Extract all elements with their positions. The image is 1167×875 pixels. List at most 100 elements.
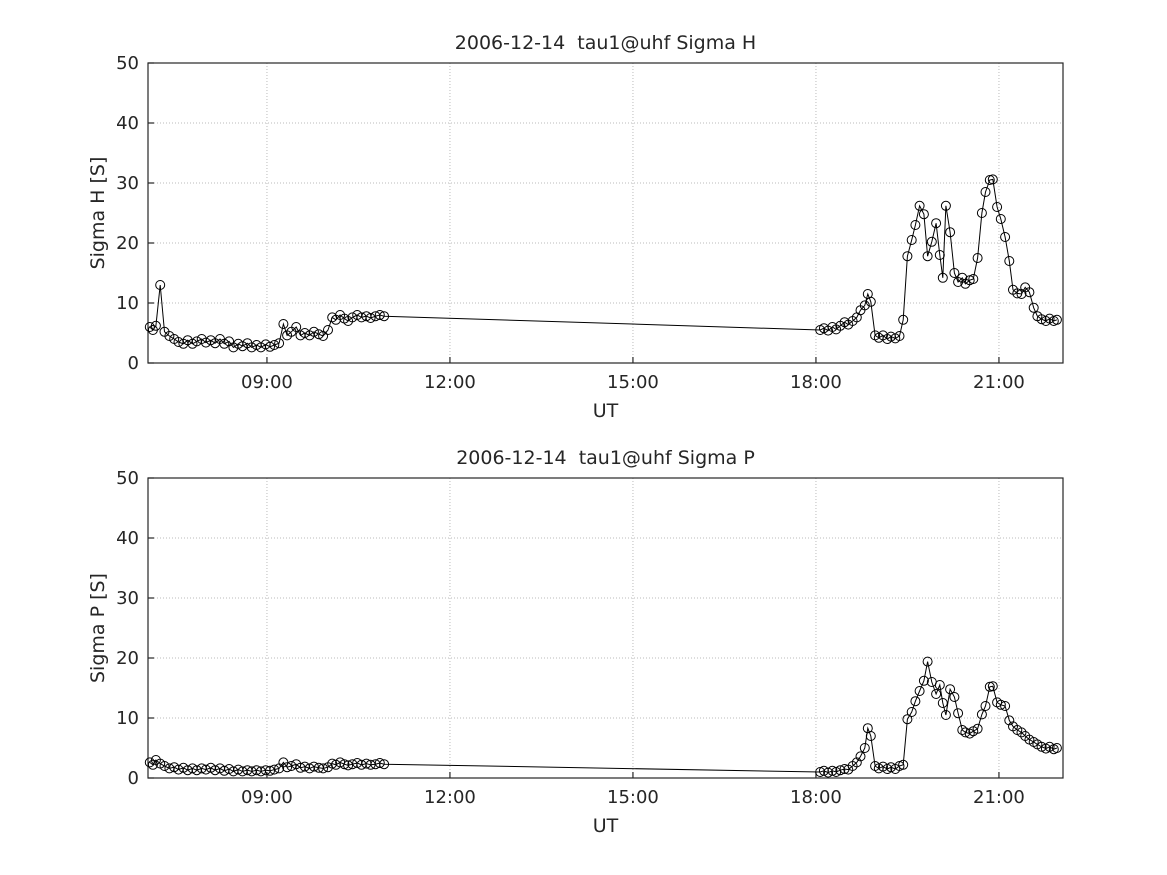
data-point-marker (274, 338, 285, 349)
data-point-marker (931, 218, 942, 229)
data-point-marker (894, 331, 905, 341)
y-axis-label: Sigma P [S] (87, 573, 109, 683)
x-tick-label: 15:00 (607, 372, 659, 393)
data-point-marker (1051, 743, 1062, 753)
data-point-marker (379, 759, 390, 770)
data-point-marker (1000, 701, 1011, 711)
data-point-marker (906, 235, 917, 245)
data-point-marker (918, 209, 929, 220)
data-point-marker (308, 761, 319, 772)
x-axis-label: UT (593, 400, 619, 422)
data-point-marker (282, 762, 293, 773)
data-point-marker (851, 757, 862, 768)
data-point-marker (914, 686, 925, 696)
data-point-marker (937, 698, 948, 708)
x-tick-label: 21:00 (973, 372, 1025, 393)
y-tick-label: 30 (116, 173, 139, 194)
data-point-marker (934, 680, 945, 690)
data-point-marker (968, 274, 979, 284)
data-point-marker (365, 759, 376, 770)
x-tick-label: 18:00 (790, 787, 842, 808)
data-point-marker (365, 313, 376, 323)
axes-box (147, 477, 1064, 779)
y-tick-label: 10 (116, 708, 139, 729)
data-point-marker (972, 253, 983, 263)
y-tick-label: 10 (116, 293, 139, 314)
data-point-marker (1028, 302, 1039, 313)
data-point-marker (374, 310, 385, 320)
data-point-marker (323, 325, 333, 335)
x-tick-label: 09:00 (241, 787, 293, 808)
data-point-marker (926, 236, 937, 247)
data-point-marker (379, 311, 390, 322)
axes-box (147, 62, 1064, 364)
data-point-marker (313, 329, 324, 340)
data-point-marker (995, 214, 1006, 224)
data-point-marker (144, 757, 155, 768)
data-point-marker (1024, 287, 1035, 298)
data-point-marker (902, 251, 913, 262)
data-point-marker (159, 761, 170, 771)
data-point-marker (269, 764, 280, 775)
y-tick-label: 30 (116, 588, 139, 609)
data-point-marker (910, 220, 921, 230)
data-point-marker (931, 689, 942, 699)
x-tick-label: 12:00 (424, 787, 476, 808)
data-point-marker (865, 731, 876, 741)
data-point-marker (1004, 256, 1015, 266)
data-point-marker (945, 684, 956, 695)
data-point-marker (374, 758, 385, 768)
data-point-marker (823, 767, 834, 778)
data-point-marker (976, 208, 987, 218)
y-tick-label: 50 (116, 53, 139, 74)
data-point-marker (308, 326, 319, 337)
data-point-marker (914, 200, 925, 211)
y-tick-label: 0 (128, 768, 139, 789)
data-point-marker (291, 322, 302, 332)
data-point-marker (855, 751, 866, 762)
y-tick-label: 20 (116, 648, 139, 669)
chart-title: 2006-12-14 tau1@uhf Sigma H (455, 32, 756, 54)
data-point-marker (910, 696, 921, 707)
data-point-marker (147, 759, 158, 770)
data-point-marker (164, 331, 175, 341)
data-point-marker (980, 701, 991, 711)
y-tick-label: 20 (116, 233, 139, 254)
series-line (149, 661, 1058, 774)
data-point-marker (992, 202, 1003, 212)
data-point-marker (949, 692, 960, 702)
y-tick-label: 50 (116, 468, 139, 489)
data-point-marker (987, 174, 998, 185)
data-point-marker (906, 707, 917, 717)
data-point-marker (150, 320, 161, 331)
y-tick-label: 0 (128, 353, 139, 374)
data-point-marker (934, 250, 945, 260)
x-tick-label: 15:00 (607, 787, 659, 808)
data-point-marker (902, 714, 913, 725)
data-point-marker (1016, 727, 1027, 738)
x-axis-label: UT (593, 815, 619, 837)
data-point-marker (945, 227, 956, 238)
data-point-marker (318, 763, 329, 774)
data-point-marker (265, 341, 275, 352)
series-line (149, 178, 1058, 349)
x-tick-label: 09:00 (241, 372, 293, 393)
x-tick-label: 21:00 (973, 787, 1025, 808)
y-axis-label: Sigma H [S] (87, 157, 109, 270)
data-point-marker (922, 656, 933, 667)
data-point-marker (940, 200, 951, 211)
data-point-marker (972, 723, 983, 734)
data-point-marker (1036, 741, 1047, 752)
x-tick-label: 18:00 (790, 372, 842, 393)
data-point-marker (173, 337, 184, 347)
data-point-marker (1012, 288, 1023, 299)
data-point-marker (976, 709, 987, 720)
data-point-marker (155, 280, 166, 290)
data-point-marker (995, 699, 1006, 710)
data-point-marker (269, 340, 280, 350)
y-tick-label: 40 (116, 528, 139, 549)
y-tick-label: 40 (116, 113, 139, 134)
data-point-marker (898, 314, 909, 325)
